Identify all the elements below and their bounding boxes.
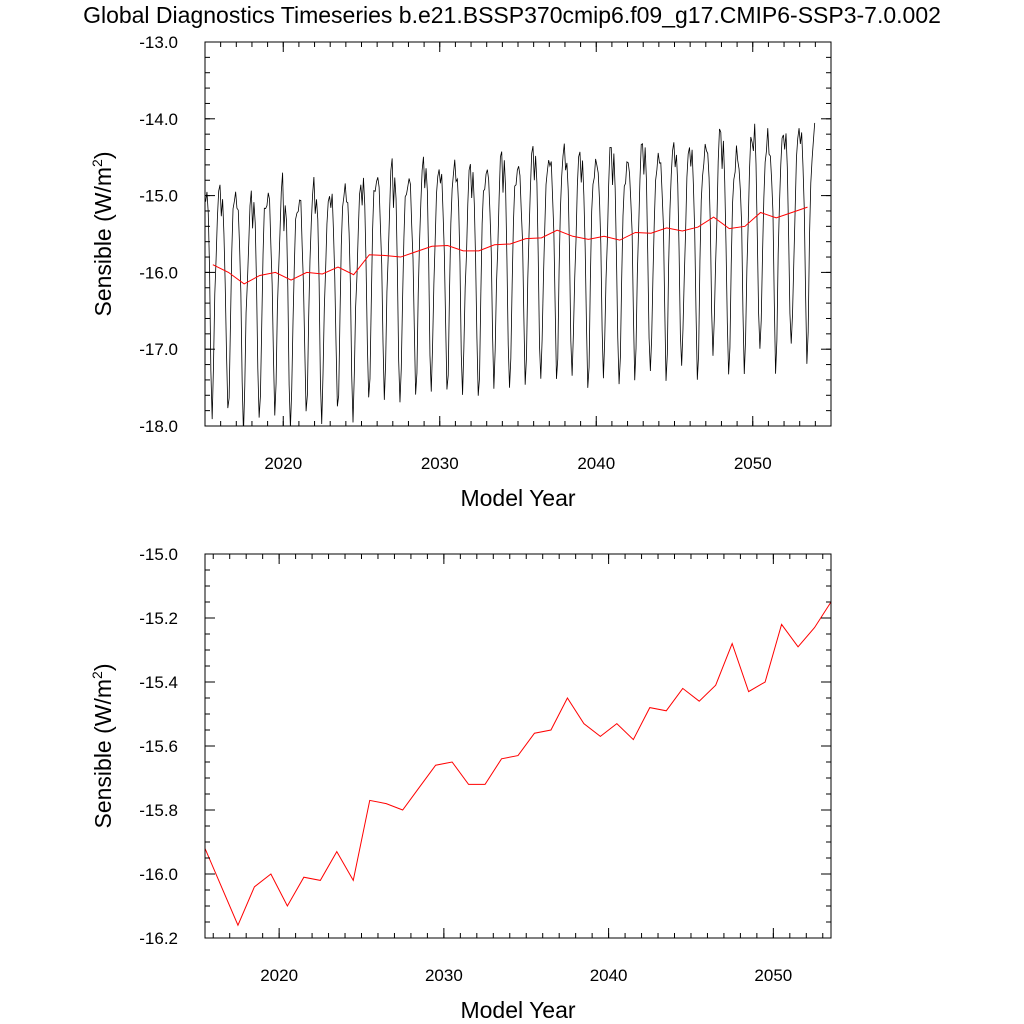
- x-tick-label: 2050: [754, 966, 792, 985]
- plot-bottom: 2020 2030 2040 2050 -16.2 -16.0 -15.8 -15.6 -15.…: [89, 545, 832, 1023]
- x-tick-label: 2020: [260, 966, 298, 985]
- y-tick-label: -15.6: [139, 737, 178, 756]
- y-axis-label-superscript: 2: [89, 671, 105, 679]
- x-tick-label: 2040: [577, 454, 615, 473]
- plot-frame: [204, 41, 832, 427]
- annual-mean-line: [212, 206, 808, 285]
- x-tick-label: 2050: [734, 454, 772, 473]
- y-axis-label: Sensible (W/m2): [89, 663, 116, 828]
- x-tick-label: 2030: [421, 454, 459, 473]
- y-tick-label: -13.0: [139, 33, 178, 52]
- y-tick-label: -18.0: [139, 417, 178, 436]
- monthly-series-line: [205, 122, 816, 426]
- plot-top: 2020 2030 2040 2050 -18.0 -17.0 -16.0 -15.0 -14.…: [89, 33, 832, 511]
- y-axis-label-close: ): [90, 663, 116, 671]
- annual-mean-line: [205, 601, 831, 927]
- y-tick-label: -14.0: [139, 110, 178, 129]
- x-axis-label: Model Year: [460, 997, 575, 1023]
- y-tick-label: -16.0: [139, 263, 178, 282]
- x-tick-label: 2020: [264, 454, 302, 473]
- y-axis-label-close: ): [90, 151, 116, 159]
- y-axis-label: Sensible (W/m2): [89, 151, 116, 316]
- chart-title: Global Diagnostics Timeseries b.e21.BSSP…: [83, 2, 941, 28]
- y-axis-label-text: Sensible (W/m: [90, 167, 116, 317]
- y-tick-label: -17.0: [139, 340, 178, 359]
- y-tick-label: -15.4: [139, 673, 178, 692]
- y-tick-label: -15.0: [139, 545, 178, 564]
- y-axis-label-text: Sensible (W/m: [90, 679, 116, 829]
- x-tick-label: 2040: [590, 966, 628, 985]
- x-tick-label: 2030: [425, 966, 463, 985]
- y-tick-label: -16.0: [139, 865, 178, 884]
- y-tick-label: -16.2: [139, 929, 178, 948]
- y-tick-label: -15.0: [139, 187, 178, 206]
- y-tick-label: -15.8: [139, 801, 178, 820]
- y-axis-label-superscript: 2: [89, 159, 105, 167]
- y-tick-label: -15.2: [139, 609, 178, 628]
- plot-frame: [204, 553, 832, 939]
- x-axis-label: Model Year: [460, 485, 575, 511]
